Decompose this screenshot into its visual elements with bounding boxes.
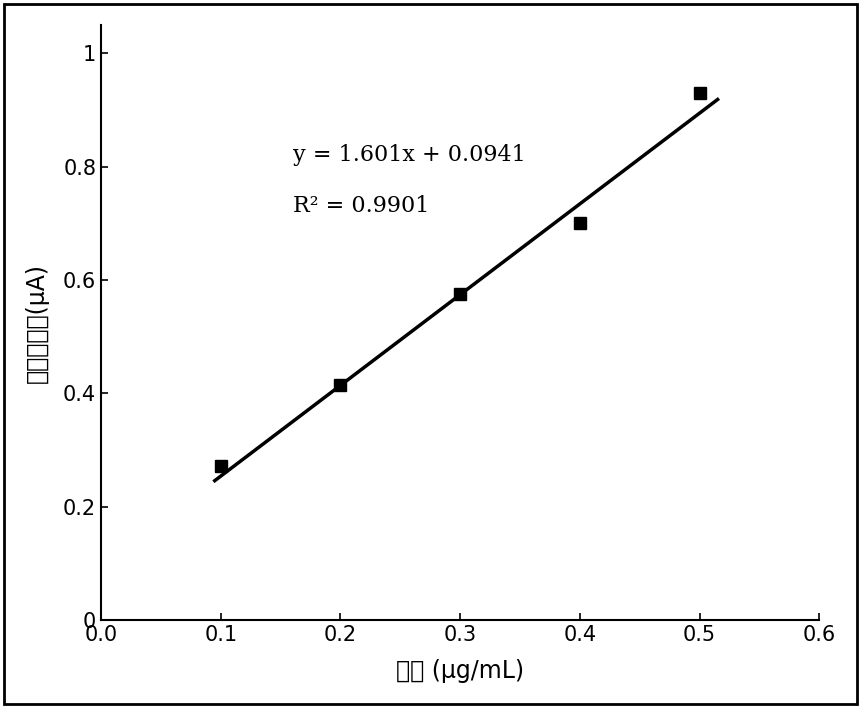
Text: y = 1.601x + 0.0941: y = 1.601x + 0.0941 xyxy=(293,144,525,166)
Y-axis label: 相对峰电流(μA): 相对峰电流(μA) xyxy=(25,263,49,382)
X-axis label: 浓度 (μg/mL): 浓度 (μg/mL) xyxy=(396,659,524,683)
Text: R² = 0.9901: R² = 0.9901 xyxy=(293,195,429,217)
